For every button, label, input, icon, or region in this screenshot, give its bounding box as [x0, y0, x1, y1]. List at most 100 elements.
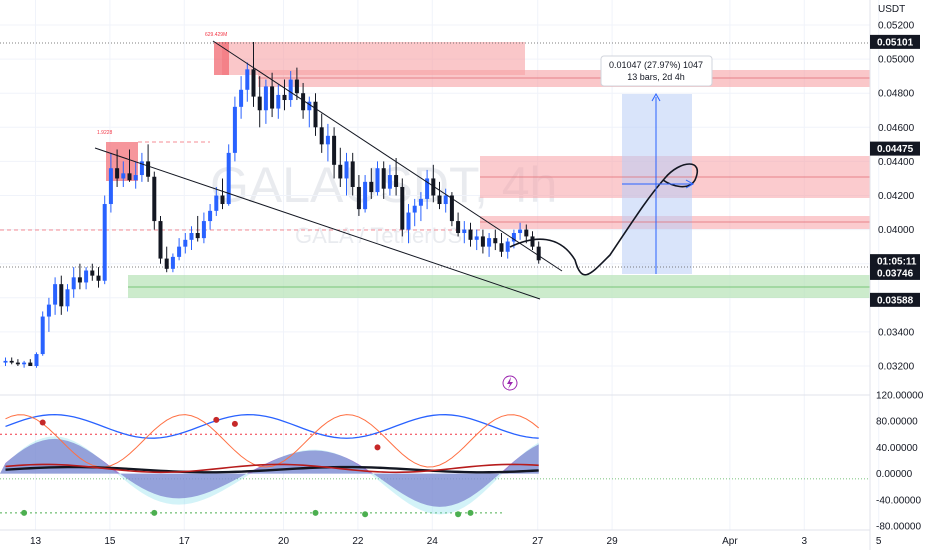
candle-body — [84, 270, 89, 283]
candle-body — [201, 221, 206, 239]
supply-zone-top — [222, 42, 525, 75]
osc-buy-dot — [312, 509, 319, 516]
candle-body — [177, 246, 182, 257]
osc-tick-label: 0.00000 — [876, 469, 913, 480]
oscillator-pane — [0, 414, 870, 518]
candle-body — [46, 304, 51, 317]
candle-body — [15, 362, 20, 365]
candle-body — [387, 175, 392, 189]
candle-body — [511, 233, 516, 242]
candle-body — [462, 229, 467, 234]
oscillator-axis[interactable]: 120.00000 80.00000 40.00000 0.00000 -40.0000… — [876, 391, 924, 533]
candle-body — [369, 181, 374, 193]
price-tag — [870, 265, 920, 280]
price-tags: 0.05101 0.04475 01:05:110.03746 0.03588 — [870, 34, 920, 307]
price-tag-label: 01:05:11 — [877, 257, 917, 268]
candle-body — [90, 270, 95, 276]
measure-tooltip-line1: 0.01047 (27.97%) 1047 — [609, 60, 703, 70]
candle-body — [276, 94, 281, 109]
candle-body — [431, 178, 436, 196]
osc-buy-dot — [151, 509, 158, 516]
currency-label: USDT — [878, 4, 905, 15]
candle-body — [139, 161, 144, 176]
candle-body — [164, 258, 169, 269]
candle-body — [338, 164, 343, 179]
price-tick-label: 0.03400 — [878, 327, 915, 338]
time-tick-label: 17 — [179, 536, 191, 547]
osc-line-red — [5, 463, 539, 474]
candle-body — [77, 277, 82, 283]
candle-body — [65, 289, 70, 307]
price-tick-label: 0.04200 — [878, 191, 915, 202]
candle-body — [96, 275, 101, 281]
candle-body — [487, 238, 492, 247]
time-tick-label: Apr — [722, 536, 738, 547]
price-tag-label: 0.04475 — [877, 144, 914, 155]
osc-sell-dot — [231, 420, 238, 427]
candle-body — [282, 94, 287, 101]
measure-arrow-up-icon — [651, 92, 661, 102]
candle-body — [301, 93, 306, 111]
price-tag — [870, 292, 920, 307]
candle-body — [40, 316, 45, 355]
price-tag — [870, 34, 920, 49]
candle-body — [375, 168, 380, 193]
osc-buy-dot — [455, 511, 462, 518]
candle-body — [270, 86, 275, 109]
candle-body — [158, 221, 163, 259]
price-tag-label: 0.05101 — [877, 37, 914, 48]
price-tag — [870, 254, 920, 269]
price-tag — [870, 141, 920, 156]
upper-trendline[interactable] — [212, 40, 563, 272]
candle-body — [208, 210, 213, 222]
demand-zone — [128, 275, 870, 298]
candle-body — [350, 161, 355, 187]
osc-tick-label: -40.00000 — [876, 495, 921, 506]
candle-body — [121, 173, 126, 179]
osc-sell-dot — [213, 416, 220, 423]
candle-body — [53, 284, 58, 305]
price-tick-label: 0.04400 — [878, 157, 915, 168]
time-tick-label: 5 — [876, 536, 882, 547]
candle-body — [263, 86, 268, 111]
price-tick-label: 0.04800 — [878, 89, 915, 100]
candle-body — [400, 186, 405, 230]
candle-body — [406, 212, 411, 230]
candle-body — [536, 246, 541, 261]
measure-arrow-right-icon — [685, 179, 695, 189]
candle-body — [394, 175, 399, 187]
candle-body — [499, 243, 504, 252]
candle-body — [456, 221, 461, 234]
supply-zone-top-right — [258, 70, 870, 87]
candle-body — [443, 195, 448, 205]
price-tick-label: 0.04000 — [878, 225, 915, 236]
candle-body — [356, 186, 361, 210]
price-tick-label: 0.05000 — [878, 55, 915, 66]
time-tick-label: 13 — [30, 536, 42, 547]
price-tag-label: 0.03746 — [877, 268, 914, 279]
candle-body — [115, 168, 120, 179]
candle-body — [226, 152, 231, 205]
candle-body — [59, 284, 64, 307]
candle-body — [108, 168, 113, 205]
time-axis[interactable]: 1315172022242729Apr357 — [30, 536, 932, 547]
time-tick-label: 29 — [607, 536, 619, 547]
candle-body — [344, 161, 349, 179]
lightning-icon[interactable] — [502, 375, 518, 391]
candle-body — [288, 79, 293, 101]
price-tick-label: 0.05200 — [878, 21, 915, 32]
osc-tick-label: 40.00000 — [876, 443, 918, 454]
candle-body — [480, 236, 485, 247]
candle-body — [437, 195, 442, 205]
candle-body — [71, 277, 76, 290]
osc-tick-label: 120.00000 — [876, 391, 924, 402]
candle-body — [22, 362, 27, 365]
osc-line-blue — [5, 414, 539, 439]
candle-body — [9, 360, 14, 363]
candle-body — [412, 205, 417, 213]
candle-body — [418, 198, 423, 206]
price-tag-label: 0.03588 — [877, 295, 914, 306]
osc-line-orange — [5, 414, 540, 468]
lower-trendline[interactable] — [94, 147, 541, 300]
